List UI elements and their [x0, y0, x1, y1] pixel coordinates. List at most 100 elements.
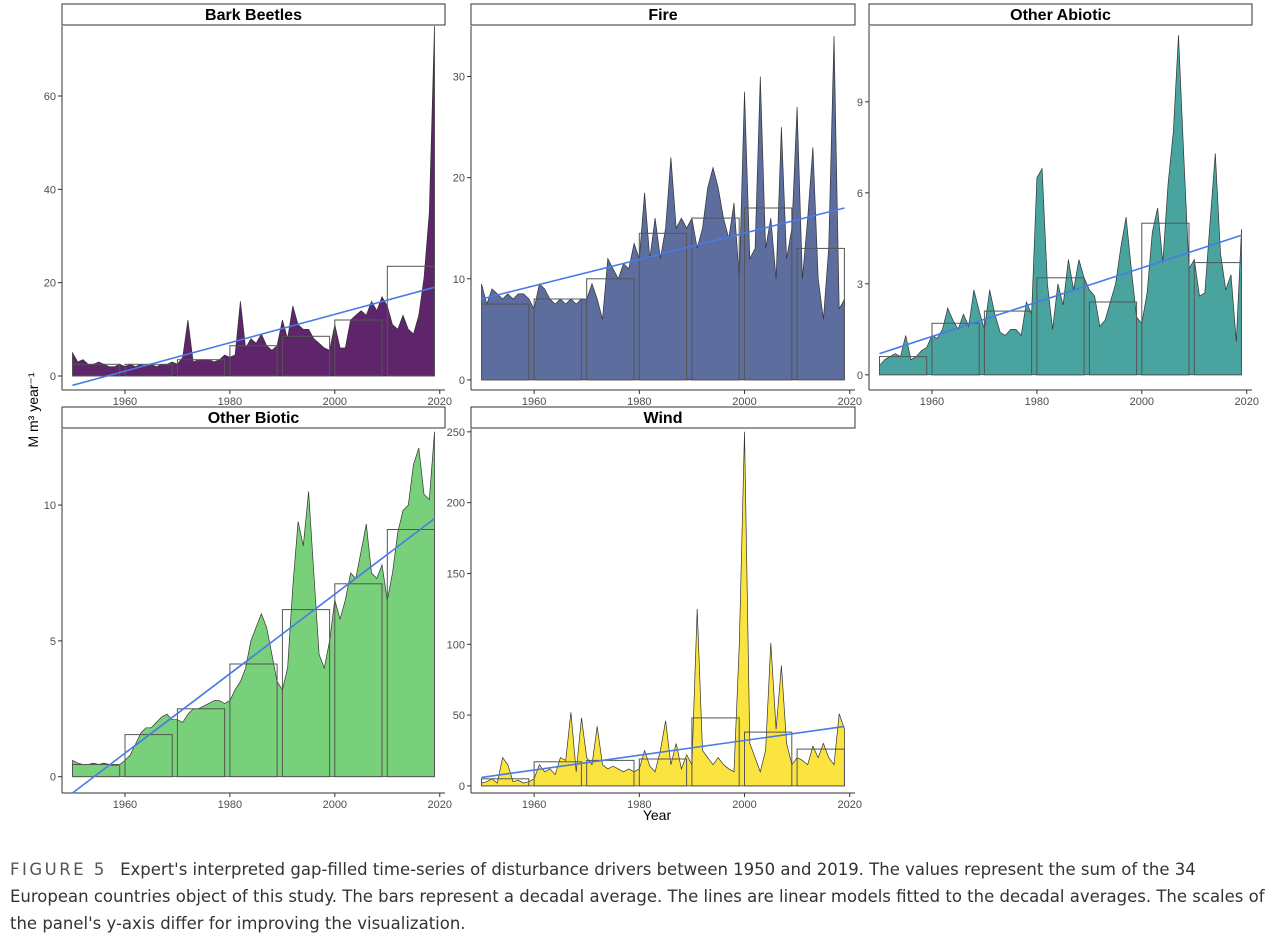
panel-title-bark-beetles: Bark Beetles: [205, 7, 302, 24]
x-tick-label: 2000: [732, 396, 756, 408]
y-axis-title: M m³ year⁻¹: [25, 372, 41, 447]
y-tick-label: 40: [44, 184, 56, 196]
decade-bar-2010: [386, 529, 435, 778]
panel-title-other-biotic: Other Biotic: [208, 410, 300, 427]
x-tick-label: 1960: [522, 396, 546, 408]
x-tick-label: 2000: [732, 799, 756, 811]
decade-bar-1970: [176, 359, 226, 377]
x-tick-label: 2020: [837, 396, 861, 408]
decade-bar-2010: [796, 247, 845, 381]
y-tick-label: 20: [44, 278, 56, 290]
x-tick-label: 1960: [113, 396, 137, 408]
area-series-wind: [481, 431, 845, 787]
y-tick-label: 9: [857, 97, 863, 109]
decade-bar-1990: [281, 609, 331, 778]
y-tick-label: 0: [459, 375, 465, 387]
trend-line-other-biotic: [72, 518, 435, 794]
x-tick-label: 2020: [428, 396, 452, 408]
decade-bar-1970: [176, 708, 226, 778]
x-tick-label: 2000: [323, 396, 347, 408]
decade-bar-1950: [481, 303, 530, 381]
y-tick-label: 5: [50, 636, 56, 648]
x-tick-label: 1980: [218, 396, 242, 408]
y-tick-label: 20: [453, 173, 465, 185]
decade-bar-2000: [744, 207, 793, 381]
y-tick-label: 0: [857, 370, 863, 382]
x-tick-label: 2000: [323, 799, 347, 811]
decade-bar-2000: [744, 731, 793, 787]
y-tick-label: 6: [857, 188, 863, 200]
y-tick-label: 200: [447, 498, 465, 510]
x-tick-label: 1980: [1025, 396, 1049, 408]
decade-bar-1990: [691, 217, 740, 381]
decade-bar-1950: [481, 778, 530, 787]
decade-bar-1990: [1088, 301, 1138, 376]
y-tick-label: 0: [50, 772, 56, 784]
x-tick-label: 1960: [522, 799, 546, 811]
decade-bar-1950: [72, 764, 121, 778]
x-tick-label: 2020: [428, 799, 452, 811]
panel-other-biotic: Other Biotic 1960 1980 2000 2020 0 5 10: [44, 406, 452, 811]
decade-bar-1980: [1036, 277, 1085, 376]
decade-bar-1980: [229, 663, 278, 778]
y-tick-label: 0: [459, 781, 465, 793]
decade-bar-1950: [879, 356, 928, 376]
y-tick-label: 50: [453, 710, 465, 722]
area-series-bark-beetles: [72, 25, 435, 377]
y-tick-label: 60: [44, 91, 56, 103]
decade-bar-1960: [533, 298, 582, 381]
x-tick-label: 2000: [1130, 396, 1154, 408]
decade-bar-2010: [1193, 262, 1243, 376]
trend-line-wind: [481, 725, 845, 779]
area-series-other-abiotic: [879, 35, 1242, 376]
decade-bar-1950: [72, 363, 121, 377]
strip-wind: [470, 406, 856, 429]
decade-bar-1980: [638, 232, 688, 381]
area-series-other-biotic: [72, 431, 435, 778]
panel-title-fire: Fire: [648, 7, 677, 24]
decade-bar-2000: [334, 319, 383, 377]
x-tick-label: 1980: [627, 396, 651, 408]
x-tick-label: 1980: [627, 799, 651, 811]
trend-line-other-abiotic: [879, 234, 1242, 355]
y-tick-label: 3: [857, 279, 863, 291]
strip-other-abiotic: [868, 3, 1253, 26]
decade-bar-1980: [229, 345, 278, 377]
trend-line-fire: [481, 207, 845, 300]
decade-bar-1990: [281, 335, 331, 377]
decade-bar-1970: [586, 278, 635, 381]
y-tick-label: 250: [447, 427, 465, 439]
trend-line-bark-beetles: [72, 286, 435, 387]
strip-fire: [470, 3, 856, 26]
panel-title-other-abiotic: Other Abiotic: [1010, 7, 1111, 24]
decade-bar-2010: [386, 265, 435, 377]
panel-title-wind: Wind: [644, 410, 683, 427]
panel-wind: Wind 1960 1980 2000 2020 0 50 100 150 200 250: [447, 406, 862, 811]
x-tick-label: 1960: [920, 396, 944, 408]
x-tick-label: 1980: [218, 799, 242, 811]
y-tick-label: 0: [50, 371, 56, 383]
y-tick-label: 10: [44, 500, 56, 512]
y-tick-label: 30: [453, 72, 465, 84]
decade-bar-2000: [1141, 222, 1190, 376]
strip-other-biotic: [61, 406, 446, 429]
figure-label: FIGURE 5: [10, 860, 107, 879]
x-tick-label: 2020: [1235, 396, 1259, 408]
decade-bar-1970: [586, 759, 635, 787]
figure-caption: FIGURE 5 Expert's interpreted gap-filled…: [10, 856, 1272, 937]
panel-other-abiotic: Other Abiotic 1960 1980 2000 2020 0 3 6 9: [857, 3, 1259, 408]
y-tick-label: 150: [447, 568, 465, 580]
decade-bar-2010: [796, 748, 845, 787]
y-tick-label: 100: [447, 639, 465, 651]
decade-bar-1960: [931, 322, 980, 376]
decade-bar-2000: [334, 583, 383, 778]
y-tick-label: 10: [453, 274, 465, 286]
decade-bar-1960: [533, 761, 582, 787]
caption-text: Expert's interpreted gap-filled time-ser…: [10, 860, 1265, 933]
decade-bar-1980: [638, 758, 688, 787]
panel-bark-beetles: Bark Beetles 1960 1980 2000 2020 0 20 40 60: [44, 3, 452, 408]
decade-bar-1990: [691, 717, 740, 787]
